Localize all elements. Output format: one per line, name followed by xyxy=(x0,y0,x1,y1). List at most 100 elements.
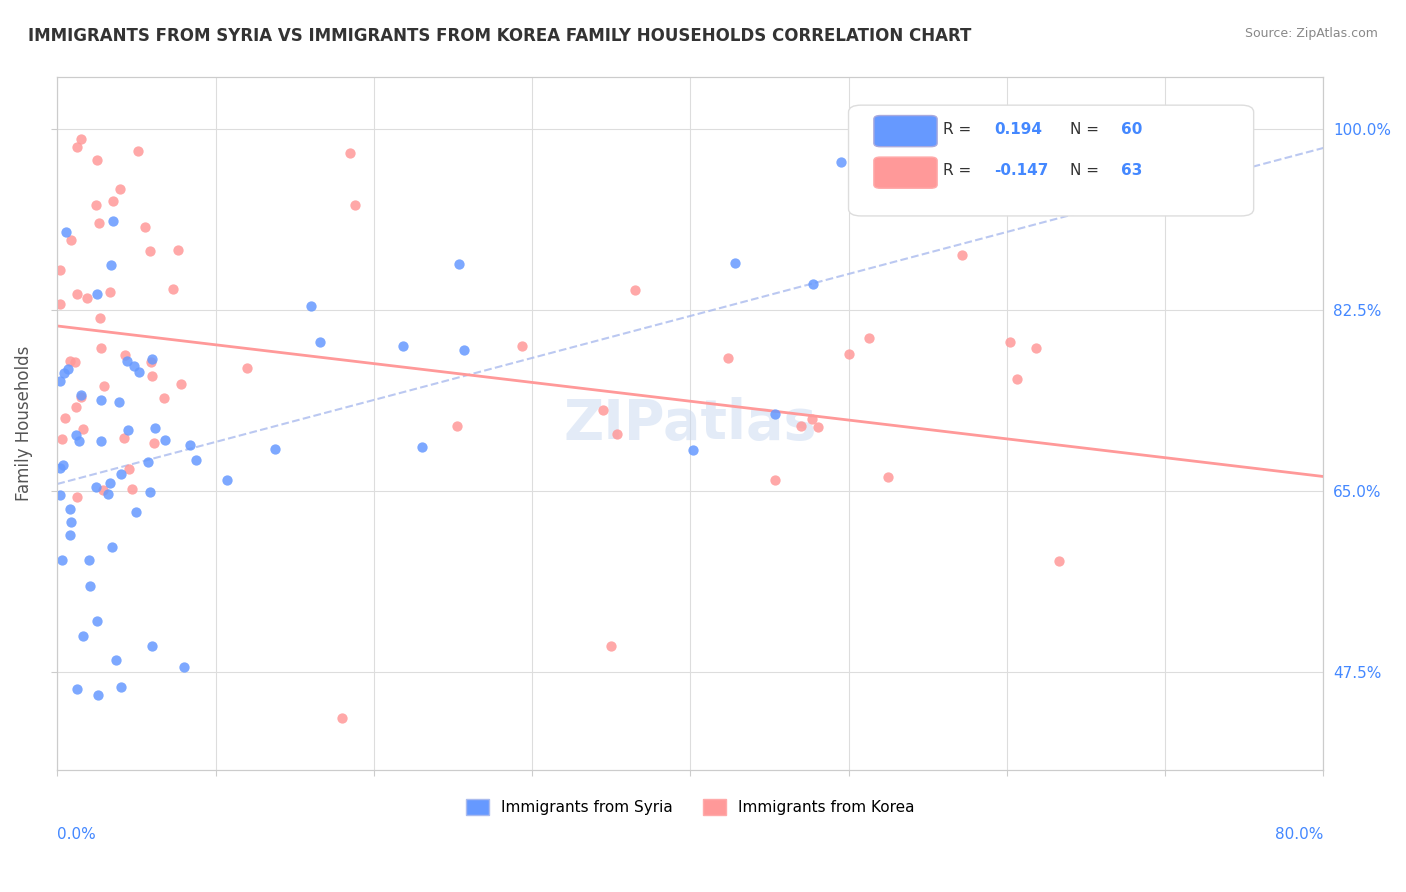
Point xyxy=(60,515,83,529)
Point xyxy=(100,258,122,272)
Y-axis label: Family Households: Family Households xyxy=(15,346,32,501)
Text: -0.147: -0.147 xyxy=(994,163,1049,178)
Point xyxy=(58,502,80,516)
Point xyxy=(121,482,143,496)
Point xyxy=(72,422,94,436)
Point xyxy=(800,412,823,426)
Point xyxy=(65,428,87,442)
Point xyxy=(110,467,132,481)
Point xyxy=(114,348,136,362)
Text: R =: R = xyxy=(943,122,977,136)
Text: 60: 60 xyxy=(1121,122,1142,136)
Text: 80.0%: 80.0% xyxy=(1275,827,1323,842)
Point xyxy=(90,341,112,355)
Point xyxy=(446,419,468,434)
Point xyxy=(339,146,361,161)
Point xyxy=(411,440,433,454)
Point xyxy=(141,368,163,383)
Point xyxy=(763,407,786,421)
Text: 0.194: 0.194 xyxy=(994,122,1042,136)
Point xyxy=(115,354,138,368)
Point xyxy=(66,681,89,696)
Point xyxy=(59,233,82,247)
Point xyxy=(76,291,98,305)
Point xyxy=(392,339,415,353)
Point xyxy=(98,285,121,299)
Point xyxy=(453,343,475,358)
Point xyxy=(1025,341,1047,355)
Point xyxy=(79,579,101,593)
Point xyxy=(166,243,188,257)
Point xyxy=(139,485,162,500)
Point xyxy=(104,653,127,667)
Point xyxy=(801,277,824,291)
Point xyxy=(70,132,93,146)
Point xyxy=(77,553,100,567)
Point xyxy=(66,490,89,504)
Point xyxy=(55,225,77,239)
Point xyxy=(173,659,195,673)
Point xyxy=(89,310,111,325)
Point xyxy=(647,773,669,788)
Point xyxy=(235,360,257,375)
Point xyxy=(84,480,107,494)
Point xyxy=(127,144,149,158)
Text: R =: R = xyxy=(943,163,977,178)
Point xyxy=(90,434,112,448)
Point xyxy=(56,362,79,376)
Point xyxy=(97,486,120,500)
Point xyxy=(51,432,73,446)
Point xyxy=(118,462,141,476)
Point xyxy=(53,366,76,380)
Point xyxy=(59,354,82,368)
Point xyxy=(217,473,239,487)
Point xyxy=(49,374,72,388)
Point xyxy=(101,214,124,228)
Point xyxy=(263,442,285,456)
Point xyxy=(153,433,176,447)
Text: N =: N = xyxy=(1070,122,1104,136)
Point xyxy=(51,458,73,473)
Point xyxy=(763,473,786,487)
Point xyxy=(143,436,166,450)
Text: IMMIGRANTS FROM SYRIA VS IMMIGRANTS FROM KOREA FAMILY HOUSEHOLDS CORRELATION CHA: IMMIGRANTS FROM SYRIA VS IMMIGRANTS FROM… xyxy=(28,27,972,45)
Point xyxy=(139,244,162,259)
Point xyxy=(299,299,322,313)
Point xyxy=(49,297,72,311)
Point xyxy=(717,351,740,366)
Point xyxy=(122,359,145,373)
Point xyxy=(101,194,124,209)
Point xyxy=(1049,554,1071,568)
Point xyxy=(108,395,131,409)
Point xyxy=(184,452,207,467)
Point xyxy=(344,198,367,212)
Point xyxy=(838,347,860,361)
Text: N =: N = xyxy=(1070,163,1104,178)
Point xyxy=(72,629,94,643)
Point xyxy=(86,198,108,212)
Point xyxy=(998,334,1021,349)
Point xyxy=(139,355,162,369)
Point xyxy=(49,488,72,502)
Point xyxy=(91,483,114,497)
Text: 63: 63 xyxy=(1121,163,1142,178)
Point xyxy=(125,505,148,519)
Point xyxy=(624,283,647,297)
Point xyxy=(162,282,184,296)
Point xyxy=(98,475,121,490)
Point xyxy=(110,182,132,196)
Point xyxy=(136,455,159,469)
Point xyxy=(330,711,353,725)
Point xyxy=(101,540,124,554)
Point xyxy=(87,688,110,702)
Point xyxy=(51,553,73,567)
FancyBboxPatch shape xyxy=(849,105,1254,216)
Point xyxy=(49,263,72,277)
Point xyxy=(110,680,132,694)
Point xyxy=(510,339,533,353)
Point xyxy=(66,287,89,301)
Point xyxy=(141,351,163,366)
Point xyxy=(69,390,91,404)
Point xyxy=(309,334,332,349)
Point xyxy=(592,403,614,417)
